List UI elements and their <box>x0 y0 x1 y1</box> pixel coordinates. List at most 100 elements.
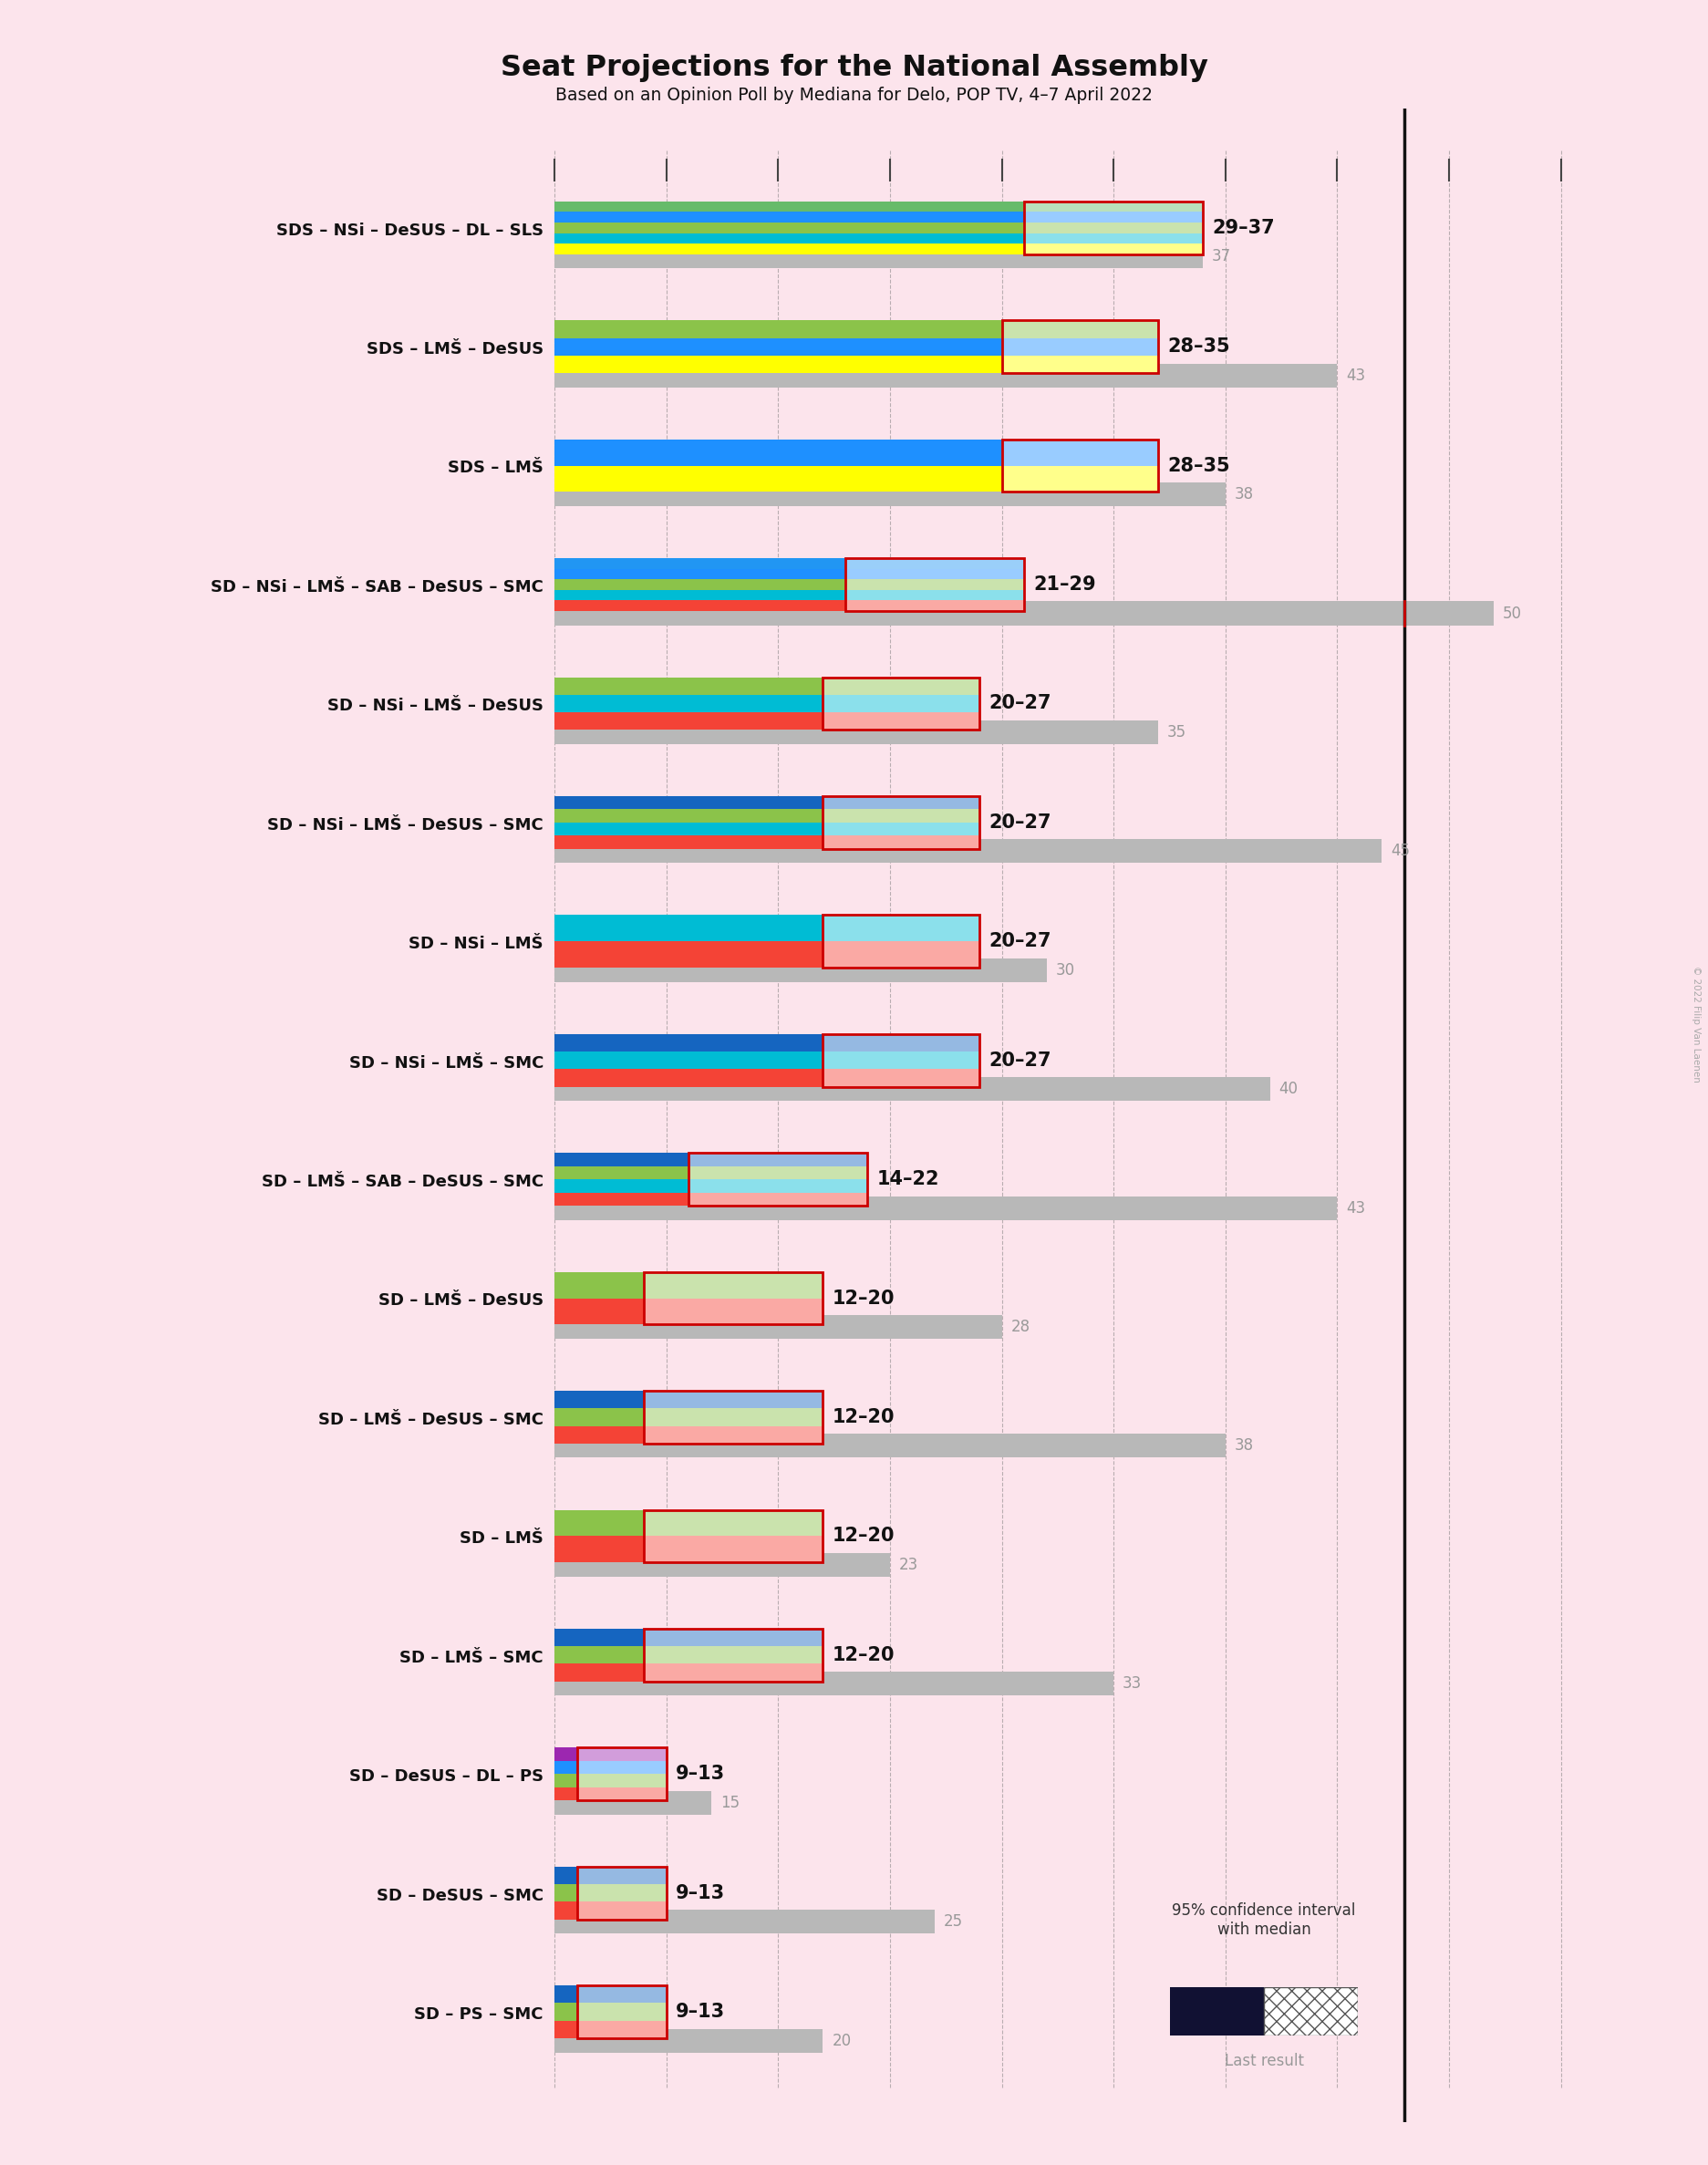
Text: SD – PS – SMC: SD – PS – SMC <box>415 2007 543 2022</box>
Bar <box>555 721 1158 745</box>
Bar <box>555 1409 644 1427</box>
Bar <box>688 1167 868 1180</box>
Bar <box>1025 223 1202 234</box>
Text: 43: 43 <box>1346 368 1365 383</box>
Bar <box>823 712 979 730</box>
Text: 35: 35 <box>1167 723 1187 740</box>
Bar <box>823 695 979 712</box>
Bar <box>577 1786 666 1801</box>
Bar <box>823 942 979 968</box>
Bar <box>644 1427 823 1444</box>
Bar <box>644 1509 823 1537</box>
Bar <box>644 1390 823 1409</box>
Bar <box>555 916 823 942</box>
Bar <box>555 212 1025 223</box>
Bar <box>555 1314 1003 1338</box>
Bar <box>644 1299 823 1325</box>
Bar <box>845 559 1025 569</box>
Text: SD – NSi – LMŠ: SD – NSi – LMŠ <box>408 935 543 953</box>
Bar <box>823 810 979 823</box>
Text: SD – LMŠ – SAB – DeSUS – SMC: SD – LMŠ – SAB – DeSUS – SMC <box>261 1173 543 1191</box>
Text: 30: 30 <box>1056 961 1074 979</box>
Bar <box>1003 439 1158 465</box>
Bar <box>555 1299 644 1325</box>
Text: 43: 43 <box>1346 1199 1365 1217</box>
Bar <box>555 569 845 580</box>
Bar <box>644 1409 823 1427</box>
Bar <box>688 1193 868 1206</box>
Bar <box>555 602 1494 626</box>
Bar <box>555 797 823 810</box>
Bar <box>845 580 1025 589</box>
Bar <box>644 1509 823 1563</box>
Bar <box>555 234 1025 245</box>
Bar <box>577 1985 666 2003</box>
Bar <box>1003 355 1158 372</box>
Bar <box>555 1747 577 1760</box>
Bar <box>555 364 1337 388</box>
Bar <box>555 1509 644 1537</box>
Bar <box>823 797 979 849</box>
Bar <box>555 1773 577 1786</box>
Text: 25: 25 <box>945 1914 963 1929</box>
Bar <box>1170 1987 1264 2035</box>
Bar <box>1003 439 1158 491</box>
Bar <box>555 465 1003 491</box>
Bar <box>845 559 1025 569</box>
Bar <box>577 1884 666 1901</box>
Bar <box>644 1390 823 1409</box>
Bar <box>1025 234 1202 245</box>
Bar <box>1003 338 1158 355</box>
Bar <box>823 916 979 942</box>
Bar <box>555 1866 577 1884</box>
Bar <box>1025 245 1202 253</box>
Bar <box>577 1773 666 1786</box>
Bar <box>555 959 1047 983</box>
Bar <box>688 1193 868 1206</box>
Bar <box>577 1884 666 1901</box>
Bar <box>555 1760 577 1773</box>
Bar <box>688 1154 868 1167</box>
Text: SD – NSi – LMŠ – SMC: SD – NSi – LMŠ – SMC <box>348 1054 543 1072</box>
Bar <box>845 569 1025 580</box>
Text: 29–37: 29–37 <box>1213 219 1274 236</box>
Text: 12–20: 12–20 <box>832 1645 895 1665</box>
Text: SD – DeSUS – DL – PS: SD – DeSUS – DL – PS <box>348 1769 543 1784</box>
Bar <box>555 1671 1114 1695</box>
Bar <box>644 1509 823 1537</box>
Text: 33: 33 <box>1122 1676 1143 1693</box>
Bar <box>823 678 979 695</box>
Text: SD – DeSUS – SMC: SD – DeSUS – SMC <box>376 1888 543 1903</box>
Bar <box>688 1154 868 1167</box>
Bar <box>555 1910 934 1933</box>
Text: 20–27: 20–27 <box>989 695 1050 712</box>
Bar <box>577 1760 666 1773</box>
Bar <box>555 1985 577 2003</box>
Bar <box>823 1052 979 1070</box>
Bar <box>1025 201 1202 212</box>
Bar <box>644 1409 823 1427</box>
Text: 40: 40 <box>1279 1080 1298 1098</box>
Bar <box>1003 355 1158 372</box>
Bar <box>555 1901 577 1918</box>
Bar <box>555 1427 644 1444</box>
Text: 23: 23 <box>898 1557 919 1574</box>
Bar <box>555 355 1003 372</box>
Bar <box>555 580 845 589</box>
Bar <box>555 1390 644 1409</box>
Bar <box>555 836 823 849</box>
Bar <box>1003 465 1158 491</box>
Bar <box>644 1645 823 1665</box>
Bar <box>555 1433 1225 1457</box>
Bar <box>845 600 1025 611</box>
Text: 15: 15 <box>721 1795 740 1810</box>
Bar <box>577 1866 666 1918</box>
Bar <box>577 2020 666 2037</box>
Text: 20–27: 20–27 <box>989 1052 1050 1070</box>
Bar <box>823 836 979 849</box>
Bar <box>644 1271 823 1325</box>
Bar <box>555 1790 711 1814</box>
Bar <box>577 1747 666 1760</box>
Text: 9–13: 9–13 <box>675 1884 724 1903</box>
Text: Seat Projections for the National Assembly: Seat Projections for the National Assemb… <box>500 54 1208 82</box>
